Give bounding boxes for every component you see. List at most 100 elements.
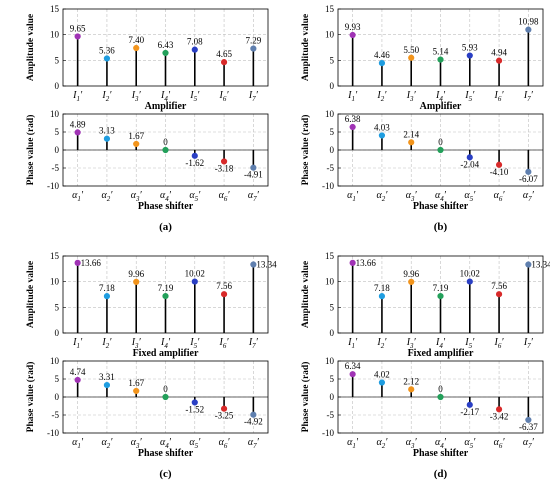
phase-plot-marker	[220, 158, 228, 165]
amplitude-plot-marker	[74, 259, 81, 266]
phase-plot-category-label: α3′	[406, 437, 418, 450]
phase-plot-marker	[525, 416, 532, 424]
amplitude-plot-ytick-label: 10	[325, 277, 335, 287]
amplitude-plot-data-label: 9.93	[345, 22, 361, 32]
amplitude-plot-category-label: I1′	[72, 90, 83, 103]
amplitude-plot-data-label: 7.08	[187, 37, 203, 47]
amplitude-plot-ytick-label: 15	[325, 4, 335, 14]
amplitude-plot-category-label: I7′	[248, 90, 259, 103]
phase-plot-category-label: α3′	[131, 190, 143, 203]
phase-plot-marker	[495, 406, 503, 413]
amplitude-plot-marker	[220, 59, 228, 66]
phase-plot-marker	[408, 386, 415, 393]
phase-plot-marker	[349, 123, 356, 131]
phase-plot-data-label: 0	[438, 384, 443, 394]
amplitude-plot-marker	[525, 26, 532, 33]
amplitude-plot-ytick-label: 0	[55, 328, 60, 338]
amplitude-plot-data-label: 7.19	[158, 283, 174, 293]
amplitude-plot-category-label: I2′	[376, 337, 387, 350]
phase-plot-ylabel: Phase value (rad)	[300, 362, 311, 433]
amplitude-plot-marker	[408, 54, 415, 61]
amplitude-plot-category-label: I7′	[523, 90, 534, 103]
amplitude-plot-category-label: I3′	[406, 90, 417, 103]
amplitude-plot-marker	[378, 293, 386, 300]
amplitude-plot-data-label: 13.66	[356, 258, 377, 268]
phase-plot-data-label: 0	[163, 384, 168, 394]
amplitude-plot-marker	[162, 292, 169, 300]
phase-plot-ytick-label: -10	[47, 428, 59, 438]
phase-plot-category-label: α2′	[101, 190, 113, 203]
amplitude-plot-category-label: I2′	[376, 90, 387, 103]
phase-plot-ytick-label: 10	[50, 109, 60, 119]
phase-plot-marker	[220, 405, 228, 412]
phase-plot-category-label: α3′	[131, 437, 143, 450]
phase-plot-ytick-label: 0	[330, 145, 335, 155]
phase-plot-ytick-label: -10	[47, 181, 59, 191]
amplitude-plot-category-label: I6′	[494, 90, 505, 103]
amplitude-plot-category-label: I4′	[160, 90, 171, 103]
phase-plot-category-label: α3′	[406, 190, 418, 203]
amplitude-plot-category-label: I5′	[464, 90, 475, 103]
amplitude-plot-ylabel: Amplitude value	[301, 14, 311, 81]
phase-plot-marker	[437, 146, 444, 154]
phase-plot-category-label: α1′	[347, 437, 359, 450]
phase-plot-ytick-label: -5	[52, 410, 60, 420]
phase-plot-data-label: -2.17	[460, 407, 479, 417]
amplitude-plot-data-label: 7.40	[128, 35, 144, 45]
amplitude-plot-ytick-label: 5	[330, 302, 335, 312]
phase-plot-category-label: α2′	[376, 190, 388, 203]
phase-plot-data-label: -4.92	[244, 417, 263, 427]
amplitude-plot-data-label: 5.93	[462, 43, 478, 53]
amplitude-plot-ytick-label: 0	[330, 81, 335, 91]
panel-d: 0 5 10 15 Amplitude value 13.66 7.18 9.96 7.19 10…	[300, 251, 550, 480]
phase-plot-data-label: 4.89	[70, 119, 86, 129]
amplitude-plot-marker	[220, 291, 228, 298]
phase-plot-category-label: α2′	[376, 437, 388, 450]
phase-plot-ytick-label: -5	[52, 163, 60, 173]
phase-plot-xlabel: Phase shifter	[413, 448, 469, 459]
amplitude-plot-xlabel: Amplifier	[420, 101, 462, 112]
amplitude-plot-category-label: I5′	[464, 337, 475, 350]
amplitude-plot-ylabel: Amplitude value	[26, 261, 36, 328]
amplitude-plot-category-label: I4′	[435, 90, 446, 103]
amplitude-plot-marker	[437, 292, 444, 300]
amplitude-plot-marker	[250, 45, 257, 52]
phase-plot-marker	[525, 168, 532, 175]
phase-plot-marker	[162, 146, 169, 154]
amplitude-plot-category-label: I6′	[219, 90, 230, 103]
phase-plot-ytick-label: 0	[330, 392, 335, 402]
amplitude-plot-category-label: I7′	[523, 337, 534, 350]
amplitude-plot-category-label: I2′	[101, 337, 112, 350]
amplitude-plot-data-label: 10.02	[460, 269, 480, 279]
amplitude-plot-category-label: I3′	[406, 337, 417, 350]
phase-plot-category-label: α5′	[464, 437, 476, 450]
panel-a: 0 5 10 15 Amplitude value 9.65 5.36 7.40 6.43 7.0…	[25, 4, 269, 233]
phase-plot-category-label: α1′	[72, 437, 84, 450]
amplitude-plot-xlabel: Fixed amplifier	[133, 348, 199, 359]
amplitude-plot-marker	[437, 56, 444, 63]
amplitude-plot-category-label: I4′	[160, 337, 171, 350]
amplitude-plot-marker	[525, 261, 532, 268]
phase-plot-data-label: -4.10	[490, 167, 509, 177]
amplitude-plot-category-label: I6′	[494, 337, 505, 350]
amplitude-plot-ytick-label: 5	[330, 55, 335, 65]
amplitude-plot-data-label: 4.46	[374, 50, 390, 60]
phase-plot-data-label: -2.04	[460, 159, 479, 169]
amplitude-plot-data-label: 13.34	[256, 260, 277, 270]
phase-plot-category-label: α7′	[523, 190, 535, 203]
amplitude-plot-category-label: I4′	[435, 337, 446, 350]
amplitude-plot-data-label: 7.19	[433, 283, 449, 293]
amplitude-plot-ytick-label: 10	[325, 30, 335, 40]
panel-b: 0 5 10 15 Amplitude value 9.93 4.46 5.50 5.14 5.9…	[300, 4, 544, 233]
amplitude-plot-data-label: 13.66	[81, 258, 102, 268]
phase-plot-data-label: -6.37	[519, 422, 538, 432]
phase-plot-data-label: 0	[163, 137, 168, 147]
phase-plot-category-label: α6′	[494, 437, 506, 450]
phase-plot-marker	[250, 411, 257, 418]
phase-plot-data-label: 6.38	[345, 114, 361, 124]
amplitude-plot-ytick-label: 10	[50, 30, 60, 40]
phase-plot-marker	[103, 135, 111, 142]
amplitude-plot-data-label: 6.43	[158, 40, 174, 50]
phase-plot-category-label: α5′	[464, 190, 476, 203]
amplitude-plot-marker	[133, 278, 140, 285]
